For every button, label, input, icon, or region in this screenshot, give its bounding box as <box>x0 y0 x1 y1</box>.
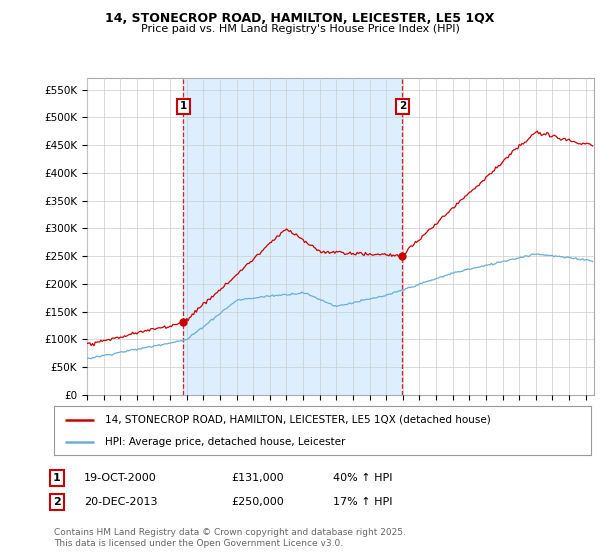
Text: Contains HM Land Registry data © Crown copyright and database right 2025.
This d: Contains HM Land Registry data © Crown c… <box>54 528 406 548</box>
Bar <box>184 78 403 395</box>
Text: HPI: Average price, detached house, Leicester: HPI: Average price, detached house, Leic… <box>105 437 346 447</box>
Text: 1: 1 <box>180 101 187 111</box>
Text: 1: 1 <box>53 473 61 483</box>
Text: 2: 2 <box>53 497 61 507</box>
Text: £250,000: £250,000 <box>231 497 284 507</box>
Text: 19-OCT-2000: 19-OCT-2000 <box>84 473 157 483</box>
Text: 17% ↑ HPI: 17% ↑ HPI <box>333 497 392 507</box>
Text: 14, STONECROP ROAD, HAMILTON, LEICESTER, LE5 1QX: 14, STONECROP ROAD, HAMILTON, LEICESTER,… <box>106 12 494 25</box>
Text: 20-DEC-2013: 20-DEC-2013 <box>84 497 157 507</box>
Text: 40% ↑ HPI: 40% ↑ HPI <box>333 473 392 483</box>
Text: 14, STONECROP ROAD, HAMILTON, LEICESTER, LE5 1QX (detached house): 14, STONECROP ROAD, HAMILTON, LEICESTER,… <box>105 415 491 425</box>
Text: £131,000: £131,000 <box>231 473 284 483</box>
Text: 2: 2 <box>399 101 406 111</box>
Text: Price paid vs. HM Land Registry's House Price Index (HPI): Price paid vs. HM Land Registry's House … <box>140 24 460 34</box>
